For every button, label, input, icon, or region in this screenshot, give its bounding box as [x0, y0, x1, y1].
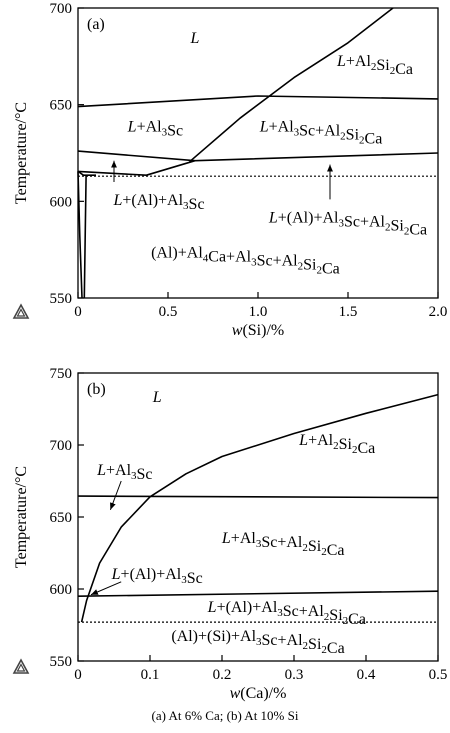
phase-boundary-line — [77, 170, 96, 176]
y-tick-label: 700 — [50, 1, 73, 17]
x-tick-label: 1.5 — [339, 304, 358, 320]
phase-boundary-line — [77, 495, 439, 499]
plot-frame — [77, 372, 439, 662]
y-tick-label: 550 — [50, 654, 73, 670]
panel-label: (a) — [87, 16, 105, 33]
x-tick-label: 0.2 — [213, 667, 232, 683]
pointer-arrow — [90, 581, 122, 596]
phase-region-label: L+Al3Sc+Al2Si2Ca — [221, 530, 345, 559]
watermark-logo-a — [12, 303, 30, 319]
phase-region-label: (Al)+(Si)+Al3Sc+Al2Si2Ca — [171, 628, 344, 657]
y-tick-label: 600 — [50, 582, 73, 598]
x-tick-label: 0 — [74, 667, 82, 683]
phase-region-label: L+(Al)+Al3Sc — [111, 566, 203, 587]
x-tick-label: 2.0 — [429, 304, 448, 320]
phase-boundary-line — [83, 175, 87, 299]
phase-region-label: L+Al3Sc — [96, 462, 152, 483]
phase-boundary-line — [189, 7, 394, 163]
phase-boundary-line — [77, 159, 196, 176]
phase-boundary-line — [80, 393, 439, 623]
phase-boundary-line — [77, 590, 439, 597]
panel-label: (b) — [87, 381, 106, 398]
phase-region-label: L+(Al)+Al3Sc+Al2Si2Ca — [268, 210, 427, 239]
phase-boundary-line — [77, 150, 439, 162]
y-axis-label: Temperature/°C — [13, 466, 30, 568]
x-tick-label: 0.1 — [141, 667, 160, 683]
y-tick-label: 650 — [50, 98, 73, 114]
phase-region-label: L+Al3Sc+Al2Si2Ca — [259, 119, 383, 148]
phase-region-label: L+(Al)+Al3Sc+Al2Si2Ca — [207, 599, 366, 628]
phase-region-label: (Al)+Al4Ca+Al3Sc+Al2Si2Ca — [151, 244, 340, 277]
phase-region-label: L+Al2Si2Ca — [298, 432, 375, 457]
y-tick-label: 550 — [50, 291, 73, 307]
phase-boundary-line — [77, 171, 83, 299]
phase-region-label: L+Al2Si2Ca — [336, 53, 413, 78]
watermark-logo-b — [12, 658, 30, 674]
phase-region-label: L+(Al)+Al3Sc — [112, 192, 204, 213]
y-axis-label: Temperature/°C — [13, 102, 30, 204]
phase-region-label: L — [152, 389, 162, 406]
x-tick-label: 0.5 — [159, 304, 178, 320]
x-tick-label: 0.4 — [357, 667, 376, 683]
x-tick-label: 0.5 — [429, 667, 448, 683]
x-tick-label: 0 — [74, 304, 82, 320]
phase-region-label: L — [190, 30, 200, 47]
y-tick-label: 600 — [50, 194, 73, 210]
y-tick-label: 750 — [50, 366, 73, 382]
phase-region-label: L+Al3Sc — [127, 119, 183, 140]
phase-diagram-a: 0 0.5 1.0 1.5 2.0 550 600 650 700 w(Si)/% Temperat… — [13, 1, 447, 339]
y-tick-label: 650 — [50, 510, 73, 526]
phase-boundary-line — [77, 95, 439, 108]
x-axis-label: w(Si)/% — [232, 322, 284, 339]
x-axis-label: w(Ca)/% — [230, 685, 287, 702]
pointer-arrow — [109, 480, 122, 510]
x-tick-label: 1.0 — [249, 304, 268, 320]
phase-diagram-b: 0 0.1 0.2 0.3 0.4 0.5 550 600 650 700 750 w(Ca)/% Te… — [13, 366, 447, 702]
figure-caption: (a) At 6% Ca; (b) At 10% Si — [151, 708, 299, 723]
y-tick-label: 700 — [50, 438, 73, 454]
x-tick-label: 0.3 — [285, 667, 304, 683]
